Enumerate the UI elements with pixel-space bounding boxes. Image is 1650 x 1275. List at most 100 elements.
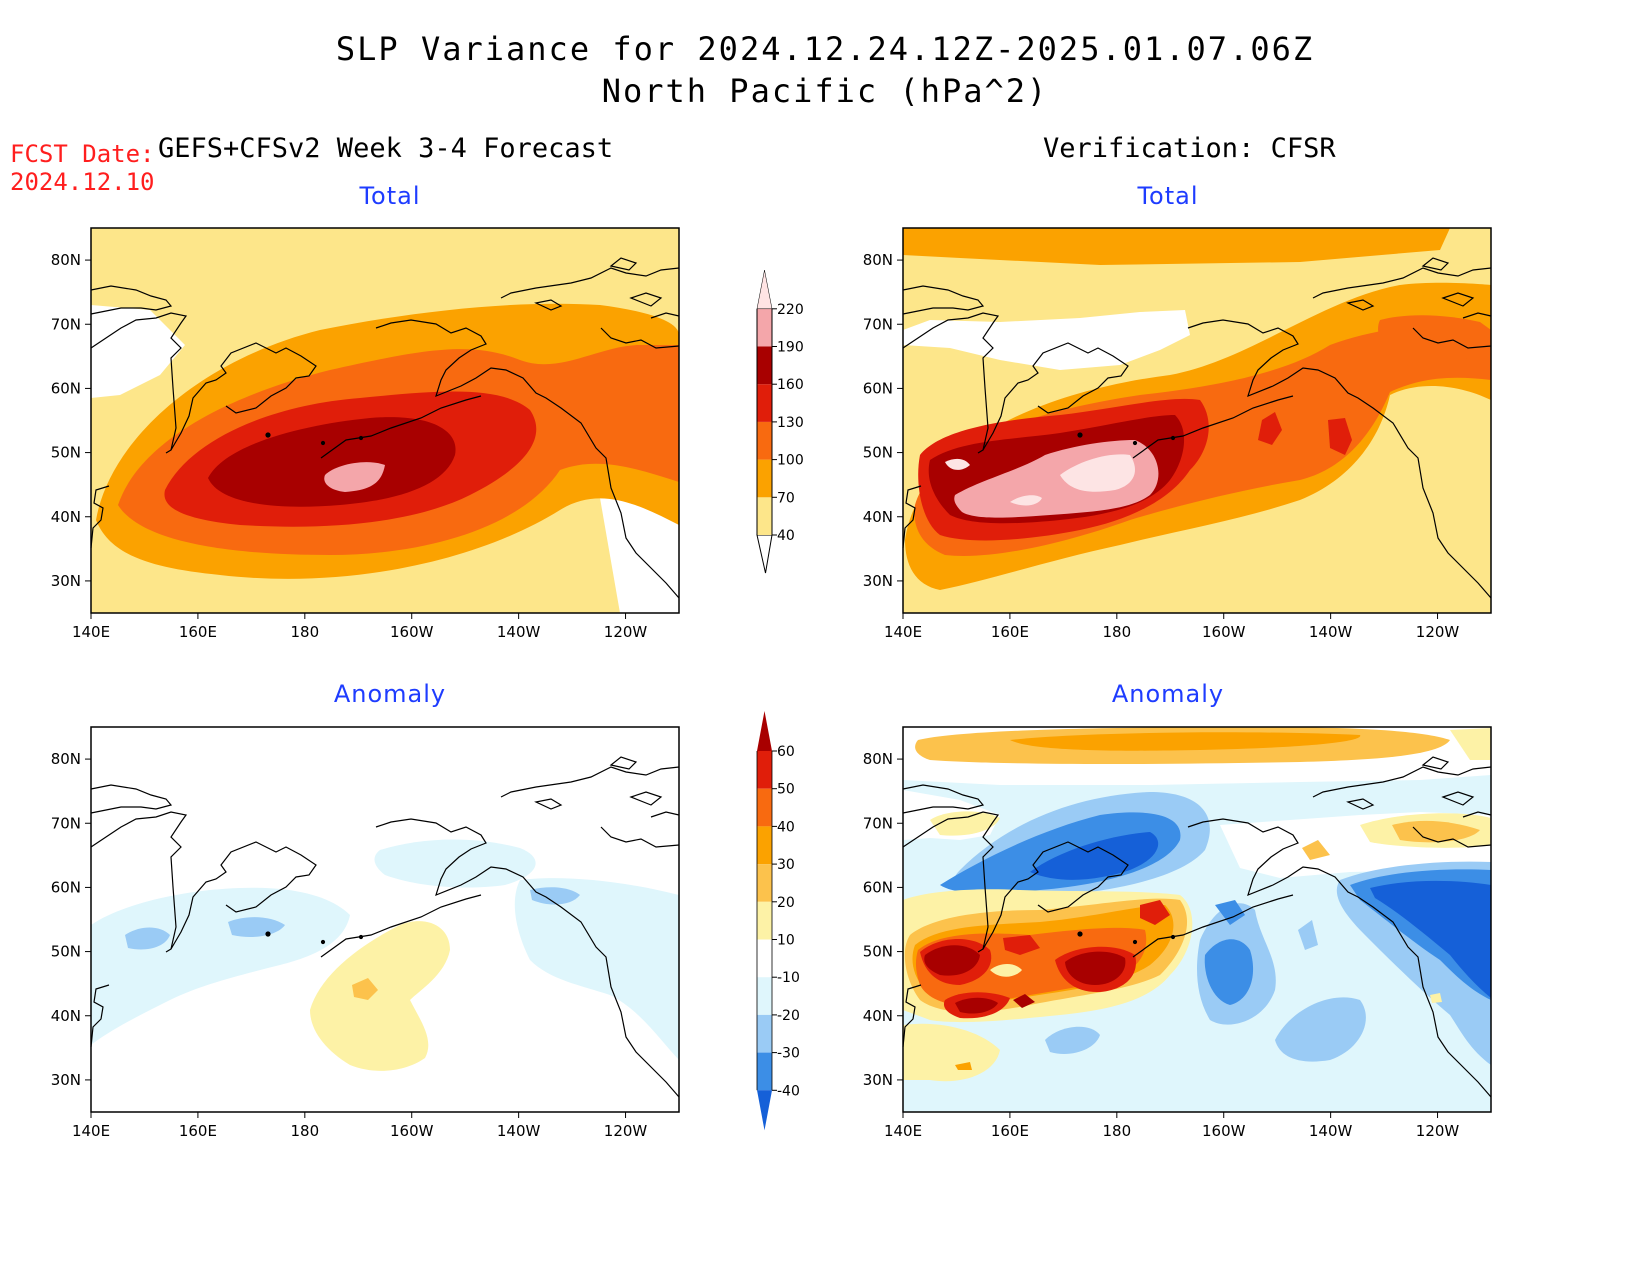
colorbar-total-label: 220	[777, 302, 804, 318]
colorbar-anomaly-label: 30	[777, 857, 795, 873]
lon-tick-label: 160E	[991, 623, 1029, 641]
coastline	[1346, 299, 1375, 311]
lon-tick-label: 120W	[604, 1122, 648, 1140]
lat-tick-label: 50N	[863, 943, 893, 961]
coastline	[902, 285, 985, 315]
coastline	[609, 756, 638, 770]
fill-pos10	[1450, 728, 1491, 760]
left-header: GEFS+CFSv2 Week 3-4 Forecast	[158, 133, 614, 164]
fill-neg10	[374, 839, 536, 888]
colorbar-anomaly-label: 10	[777, 933, 795, 949]
fill-below-40	[600, 498, 679, 613]
fill-pos50	[1003, 935, 1040, 955]
lon-tick-label: 160W	[1202, 1122, 1246, 1140]
lat-tick-label: 40N	[863, 1007, 893, 1025]
fill-neg30	[940, 812, 1181, 894]
colorbar-total-label: 40	[777, 528, 795, 544]
colorbar-total-high-end	[756, 270, 773, 310]
colorbar-anomaly-swatch	[757, 977, 772, 1015]
coastline	[902, 811, 1000, 953]
fill-130	[1328, 418, 1352, 455]
verification-anomaly-frame	[902, 726, 1492, 1113]
colorbar-total-swatch	[757, 308, 772, 347]
fill-220	[1060, 454, 1135, 492]
coastline	[1132, 395, 1294, 459]
island	[1170, 435, 1176, 441]
lat-tick-label: 60N	[863, 878, 893, 896]
coastline	[534, 798, 563, 810]
coastline	[534, 299, 563, 311]
lon-tick-label: 160W	[390, 1122, 434, 1140]
fill-pos30	[955, 1062, 972, 1070]
coastline	[629, 292, 663, 307]
lat-tick-label: 50N	[863, 444, 893, 462]
fill-neg20	[530, 887, 580, 905]
colorbar-total-label: 100	[777, 453, 804, 469]
title-line2: North Pacific (hPa^2)	[601, 72, 1049, 110]
island	[320, 939, 326, 945]
fill-pos60	[1013, 994, 1035, 1008]
coastline	[375, 818, 680, 1098]
fill-neg20	[125, 927, 170, 950]
forecast-total-frame	[90, 227, 680, 614]
fill-220	[945, 458, 970, 470]
lat-tick-label: 40N	[51, 508, 81, 526]
lat-tick-label: 40N	[51, 1007, 81, 1025]
fill-pos20	[352, 978, 378, 1000]
colorbar-anomaly-label: 40	[777, 819, 795, 835]
island	[1077, 432, 1083, 438]
coastline	[1441, 791, 1475, 806]
forecast-anomaly-frame	[90, 726, 680, 1113]
verification-anomaly-subtitle: Anomaly	[1111, 680, 1225, 708]
colorbar-anomaly-label: 50	[777, 782, 795, 798]
forecast-anomaly-subtitle: Anomaly	[333, 680, 447, 708]
forecast-anomaly-coastlines	[90, 756, 680, 1098]
island	[320, 440, 326, 446]
verification-total-map	[903, 228, 1491, 613]
fcst-date-value: 2024.12.10	[10, 168, 155, 196]
island	[1132, 440, 1138, 446]
coastline	[1312, 267, 1492, 299]
colorbar-anomaly-swatch	[757, 864, 772, 902]
coastline	[629, 791, 663, 806]
lat-tick-label: 60N	[51, 878, 81, 896]
lon-tick-label: 140W	[497, 1122, 541, 1140]
fill-pos10	[903, 1023, 1000, 1082]
colorbar-anomaly-label: 20	[777, 895, 795, 911]
fill-pos10	[930, 811, 1000, 836]
island	[265, 432, 271, 438]
lat-tick-label: 70N	[863, 814, 893, 832]
fill-pos60	[955, 997, 998, 1014]
lat-tick-label: 30N	[863, 1071, 893, 1089]
colorbar-total-swatch	[757, 459, 772, 498]
coastline	[1187, 319, 1492, 599]
right-header: Verification: CFSR	[1043, 133, 1336, 164]
colorbar-total-swatch	[757, 384, 772, 422]
coastline	[375, 319, 680, 599]
fill-pos20	[1392, 820, 1480, 843]
island	[1170, 934, 1176, 940]
fill-100	[1378, 315, 1491, 363]
coastline	[1346, 798, 1375, 810]
fill-pos20	[1302, 840, 1330, 860]
colorbar-anomaly-swatch	[757, 788, 772, 827]
fill-neg20	[228, 917, 285, 937]
verification-anomaly-coastlines	[902, 756, 1492, 1098]
lon-tick-label: 160E	[179, 1122, 217, 1140]
coastline	[1412, 327, 1492, 349]
colorbar-anomaly-swatch	[757, 826, 772, 865]
coastline	[650, 312, 680, 319]
fill-190	[324, 462, 385, 492]
coastline	[320, 894, 482, 958]
lat-tick-label: 70N	[51, 814, 81, 832]
forecast-total-subtitle: Total	[359, 182, 421, 210]
forecast-total-overlay: 80N 70N 60N 50N 40N 30N 140E 160E 180 160W 140W 120…	[51, 227, 680, 641]
verification-total-frame	[902, 227, 1492, 614]
colorbar-total-label: 130	[777, 415, 804, 431]
colorbar-total-low-end	[756, 534, 773, 574]
coastline	[500, 766, 680, 798]
coastline	[902, 784, 985, 814]
lon-tick-label: 160W	[1202, 623, 1246, 641]
colorbar-total: 40 70 100 130 160 190 220	[756, 270, 804, 574]
